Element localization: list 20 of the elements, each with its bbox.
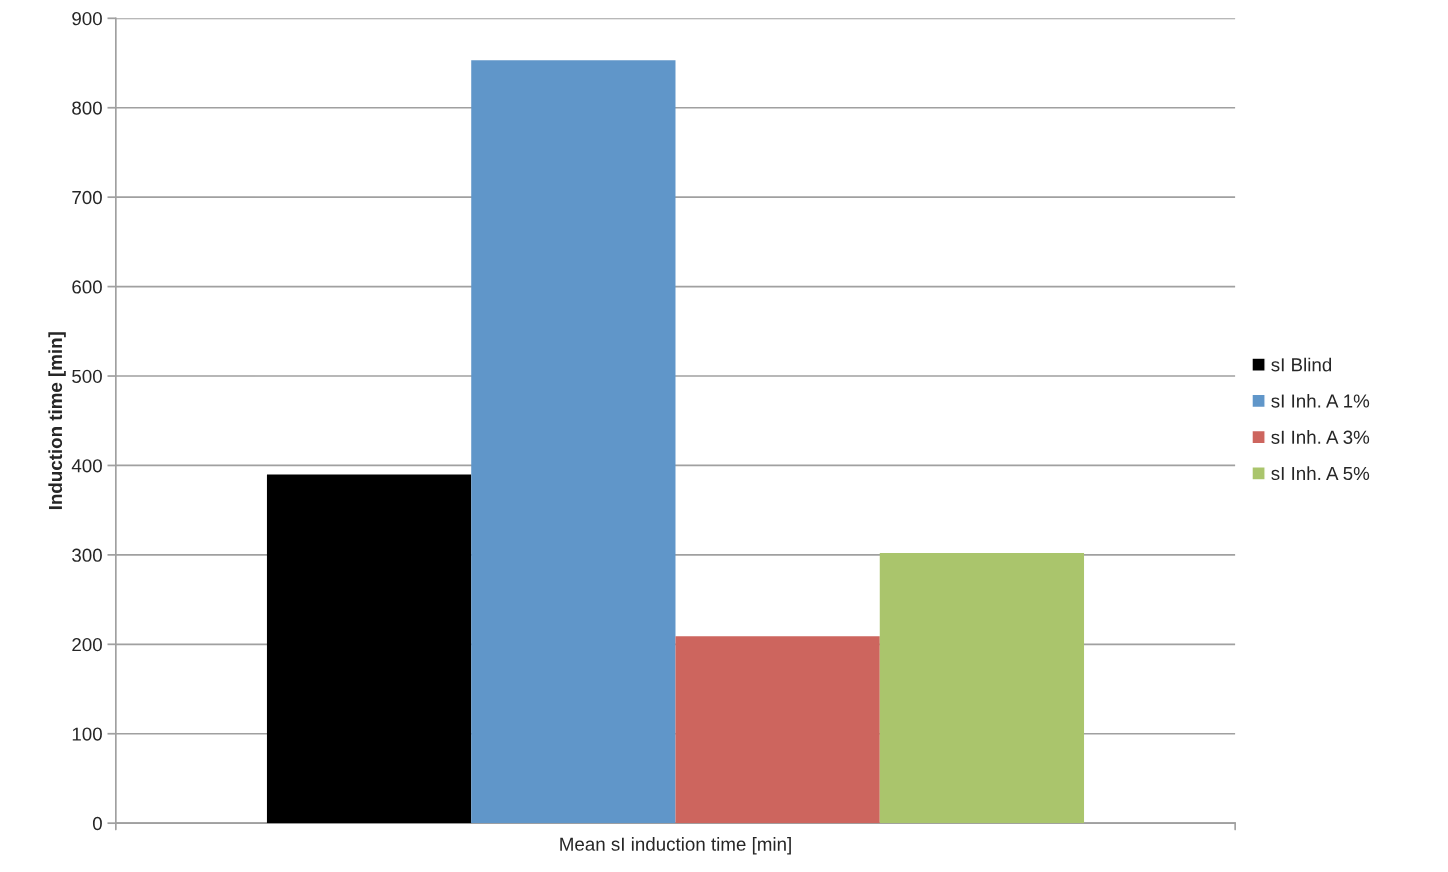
y-tick-label: 900 bbox=[72, 12, 102, 26]
legend-label: sI Inh. A 5% bbox=[1271, 466, 1370, 481]
y-tick-label: 200 bbox=[72, 638, 102, 652]
bar bbox=[266, 474, 472, 824]
legend-label: sI Inh. A 3% bbox=[1271, 430, 1370, 444]
y-tick-label: 700 bbox=[72, 190, 102, 205]
y-tick-label: 600 bbox=[72, 280, 102, 294]
bar bbox=[675, 636, 880, 824]
bar bbox=[471, 60, 676, 824]
y-tick-label: 800 bbox=[72, 101, 102, 115]
y-tick-label: 100 bbox=[72, 727, 102, 741]
bar bbox=[879, 553, 1085, 824]
y-tick-label: 300 bbox=[72, 548, 102, 562]
legend-label: sI Inh. A 1% bbox=[1271, 393, 1370, 408]
legend-label: sI Blind bbox=[1271, 357, 1332, 372]
y-tick-label: 500 bbox=[72, 369, 102, 383]
y-tick-label: 400 bbox=[71, 459, 102, 473]
x-tick-label: Mean sI induction time [min] bbox=[560, 837, 791, 855]
y-axis-title: Induction time [min] bbox=[48, 332, 66, 510]
y-tick-label: 0 bbox=[92, 816, 102, 831]
